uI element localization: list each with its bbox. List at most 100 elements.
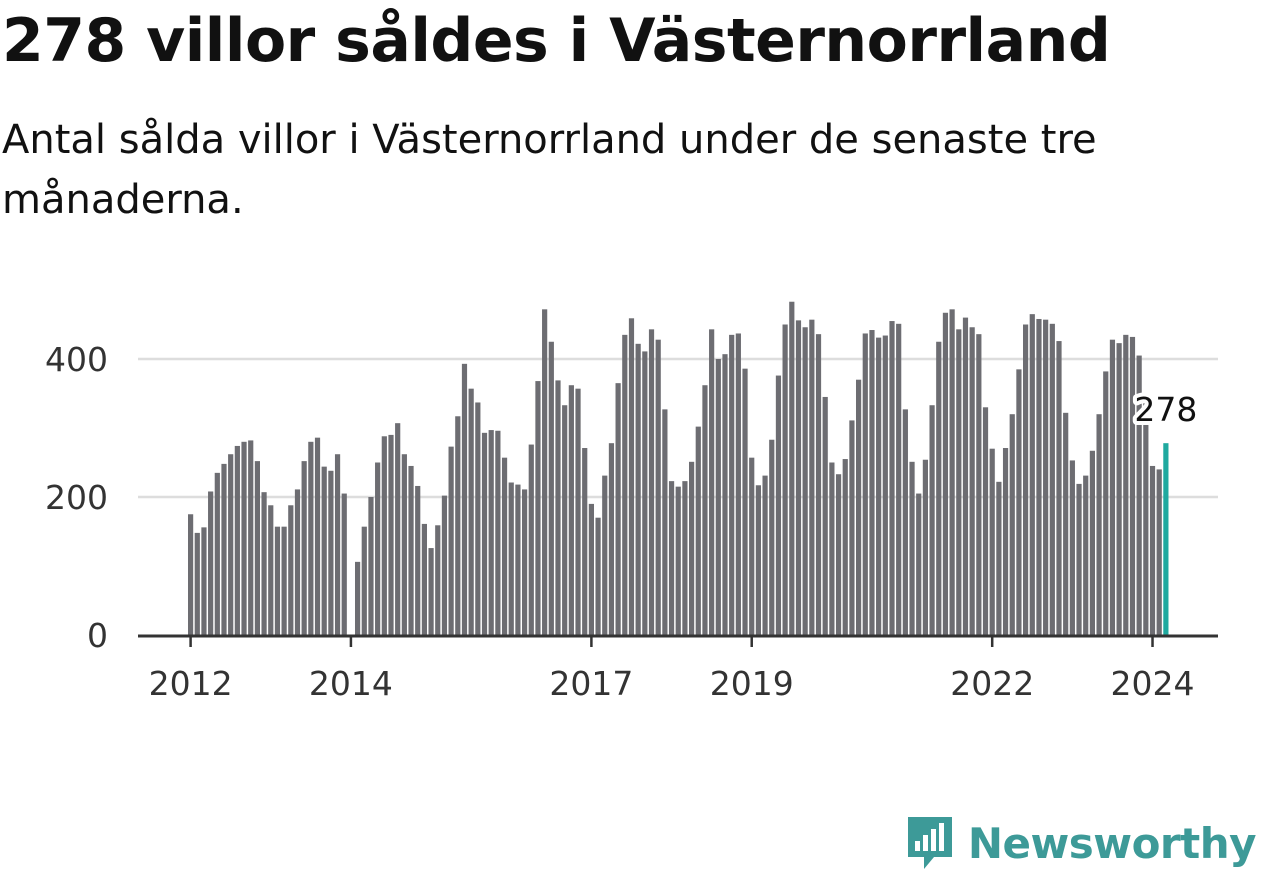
bar	[936, 341, 942, 635]
bar	[1069, 460, 1075, 635]
bar	[722, 354, 728, 635]
bar	[762, 475, 768, 635]
bar	[508, 482, 514, 635]
bar	[1002, 448, 1009, 635]
bar	[341, 493, 347, 635]
x-tick-label: 2017	[549, 664, 633, 703]
bar	[294, 489, 301, 635]
bar	[916, 493, 922, 635]
x-tick-label: 2019	[710, 664, 794, 703]
y-tick-label: 200	[45, 478, 108, 517]
bar	[375, 462, 381, 635]
bar	[515, 484, 521, 635]
bar	[455, 416, 461, 635]
bar	[221, 463, 227, 635]
bar	[334, 454, 341, 635]
bar	[228, 454, 234, 635]
bar	[355, 561, 361, 635]
bar	[1083, 475, 1089, 635]
bar	[388, 434, 394, 635]
bar	[194, 532, 200, 635]
bar	[996, 481, 1002, 635]
bar	[568, 385, 574, 635]
bar	[949, 309, 955, 635]
bar	[962, 317, 969, 635]
chart-title: 278 villor såldes i Västernorrland	[2, 6, 1111, 76]
bar	[815, 334, 822, 635]
bar	[735, 333, 741, 635]
bar	[829, 462, 835, 635]
bar	[495, 430, 501, 635]
bar	[775, 375, 782, 635]
bar	[789, 301, 795, 635]
bar	[1056, 341, 1062, 635]
bar	[582, 448, 588, 635]
bar	[214, 472, 220, 635]
bar	[241, 441, 247, 635]
highlight-bar	[1163, 443, 1169, 635]
bar	[395, 423, 401, 635]
bar	[1009, 414, 1015, 635]
bar	[655, 339, 661, 635]
bar	[1123, 334, 1129, 635]
bar	[1023, 324, 1029, 635]
bar	[856, 379, 862, 635]
bar	[989, 448, 995, 635]
bar	[635, 343, 641, 635]
x-tick-label: 2012	[149, 664, 233, 703]
bar	[1103, 371, 1109, 635]
bar	[1116, 343, 1122, 635]
bar	[976, 334, 982, 635]
bar	[435, 525, 441, 635]
bar	[675, 486, 681, 635]
bar	[314, 437, 321, 635]
bar	[254, 461, 260, 635]
bar	[448, 446, 454, 635]
bar	[668, 481, 675, 635]
bar	[1016, 369, 1022, 635]
bar	[742, 368, 748, 635]
bar	[1109, 339, 1116, 635]
bar	[1076, 483, 1082, 635]
bar	[481, 432, 488, 635]
bar	[461, 363, 468, 635]
bar	[501, 457, 508, 635]
bar	[615, 383, 621, 635]
bar	[415, 485, 421, 635]
bar	[1089, 450, 1095, 635]
chart-subtitle: Antal sålda villor i Västernorrland unde…	[2, 117, 1097, 223]
bar	[361, 526, 367, 635]
bar	[368, 497, 374, 635]
bar	[1129, 336, 1136, 635]
bar	[749, 457, 755, 635]
bar	[575, 388, 581, 635]
bar	[1043, 319, 1049, 635]
bar	[969, 327, 975, 635]
bar	[982, 407, 989, 635]
x-tick-label: 2022	[950, 664, 1034, 703]
bar	[248, 440, 254, 635]
bar	[201, 527, 207, 635]
bar	[1063, 412, 1069, 635]
bar	[896, 323, 902, 635]
bar	[782, 324, 788, 635]
x-tick-label: 2014	[309, 664, 393, 703]
newsworthy-logo: Newsworthy	[904, 813, 1257, 873]
bar	[842, 459, 848, 635]
bar	[909, 461, 915, 635]
bar	[595, 517, 601, 635]
bar	[268, 505, 274, 635]
bar	[642, 351, 648, 635]
bar	[755, 485, 761, 635]
bar	[261, 492, 267, 635]
bar	[715, 359, 721, 635]
bar	[1029, 314, 1035, 635]
brand-name: Newsworthy	[967, 818, 1257, 868]
bar	[695, 426, 701, 635]
highlight-label-halo: 278	[1134, 390, 1197, 429]
bar	[956, 329, 962, 635]
bar	[421, 523, 427, 635]
bar	[274, 526, 281, 635]
bar	[208, 491, 214, 635]
bar-chart-speech-bubble-icon	[907, 817, 952, 869]
